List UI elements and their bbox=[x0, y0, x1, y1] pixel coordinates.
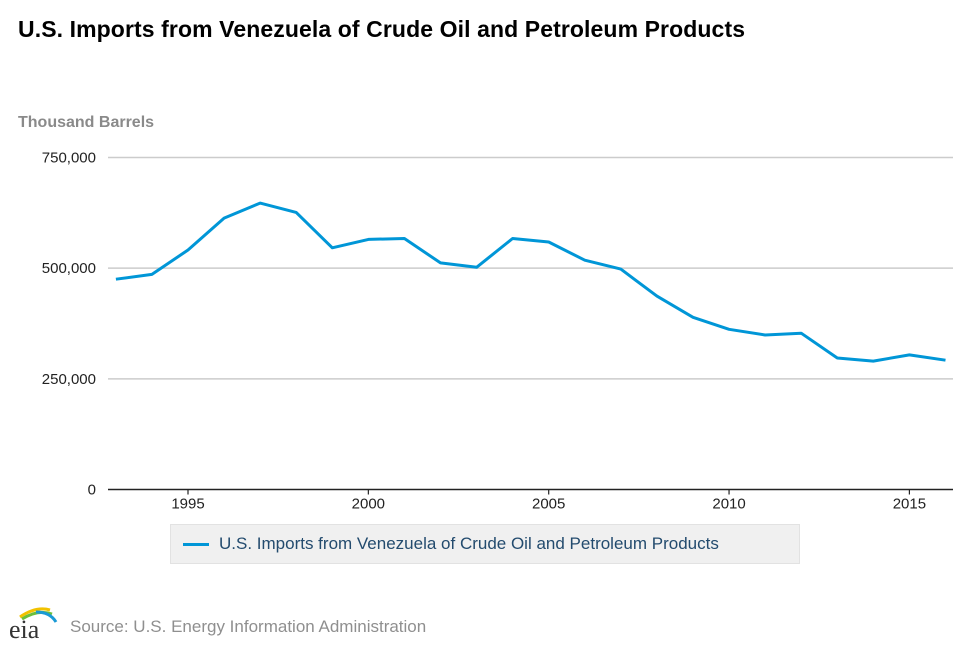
data-point-1993[interactable] bbox=[112, 275, 120, 283]
legend-item-label[interactable]: U.S. Imports from Venezuela of Crude Oil… bbox=[219, 534, 719, 553]
x-tick-labels: 1995 2000 2005 2010 2015 bbox=[171, 496, 926, 513]
data-point-2002[interactable] bbox=[436, 259, 444, 267]
x-tick-label: 2010 bbox=[712, 496, 745, 513]
data-point-1998[interactable] bbox=[292, 208, 300, 216]
footer: eia Source: U.S. Energy Information Admi… bbox=[6, 600, 427, 644]
legend[interactable]: U.S. Imports from Venezuela of Crude Oil… bbox=[170, 524, 800, 564]
data-point-2007[interactable] bbox=[617, 265, 625, 273]
data-point-2004[interactable] bbox=[509, 235, 517, 243]
data-point-2005[interactable] bbox=[545, 238, 553, 246]
data-point-2001[interactable] bbox=[400, 235, 408, 243]
data-point-2012[interactable] bbox=[797, 329, 805, 337]
data-point-1997[interactable] bbox=[256, 199, 264, 207]
y-tick-label: 500,000 bbox=[42, 260, 96, 277]
data-point-1999[interactable] bbox=[328, 244, 336, 252]
data-point-1995[interactable] bbox=[184, 246, 192, 254]
data-point-2013[interactable] bbox=[833, 354, 841, 362]
x-tick-label: 2005 bbox=[532, 496, 565, 513]
source-text: Source: U.S. Energy Information Administ… bbox=[70, 617, 427, 636]
y-tick-labels: 0 250,000 500,000 750,000 bbox=[42, 150, 96, 499]
x-tick-label: 2000 bbox=[352, 496, 385, 513]
data-point-1994[interactable] bbox=[148, 270, 156, 278]
y-axis-title: Thousand Barrels bbox=[18, 114, 155, 131]
data-point-2011[interactable] bbox=[761, 331, 769, 339]
x-axis bbox=[108, 488, 953, 495]
data-point-2006[interactable] bbox=[581, 256, 589, 264]
data-point-2003[interactable] bbox=[473, 263, 481, 271]
data-point-2014[interactable] bbox=[869, 357, 877, 365]
y-tick-label: 750,000 bbox=[42, 150, 96, 167]
data-point-2016[interactable] bbox=[941, 356, 949, 364]
data-point-1996[interactable] bbox=[220, 214, 228, 222]
data-point-2008[interactable] bbox=[653, 292, 661, 300]
data-point-2009[interactable] bbox=[689, 313, 697, 321]
gridlines bbox=[108, 156, 953, 380]
data-point-2015[interactable] bbox=[905, 351, 913, 359]
eia-logo-icon: eia bbox=[6, 600, 58, 644]
y-tick-label: 0 bbox=[88, 482, 96, 499]
x-tick-label: 1995 bbox=[171, 496, 204, 513]
series-group bbox=[112, 199, 949, 365]
x-tick-label: 2015 bbox=[893, 496, 926, 513]
eia-logo-text: eia bbox=[9, 615, 40, 642]
series-line-0[interactable] bbox=[115, 201, 946, 363]
y-tick-label: 250,000 bbox=[42, 371, 96, 388]
data-point-2010[interactable] bbox=[725, 325, 733, 333]
chart-title: U.S. Imports from Venezuela of Crude Oil… bbox=[18, 16, 746, 42]
data-point-2000[interactable] bbox=[364, 235, 372, 243]
legend-swatch-line-icon bbox=[183, 542, 209, 546]
